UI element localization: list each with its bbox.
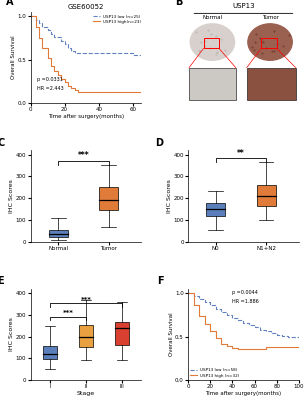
Text: **: ** <box>237 149 245 158</box>
FancyBboxPatch shape <box>247 68 296 100</box>
Bar <box>43 346 57 359</box>
Bar <box>99 187 118 210</box>
X-axis label: Stage: Stage <box>77 390 95 396</box>
Text: p =0.0044: p =0.0044 <box>232 290 258 295</box>
Text: HR =1.886: HR =1.886 <box>232 300 259 304</box>
Bar <box>79 325 93 347</box>
Text: p =0.0331: p =0.0331 <box>37 77 63 82</box>
Text: B: B <box>175 0 182 7</box>
FancyBboxPatch shape <box>189 68 236 100</box>
Text: D: D <box>155 138 163 148</box>
Text: HR =2.443: HR =2.443 <box>37 86 64 91</box>
Bar <box>115 322 128 345</box>
Text: USP13: USP13 <box>232 3 255 9</box>
Y-axis label: IHC Scores: IHC Scores <box>9 318 14 351</box>
Legend: USP13 low (n=25), USP13 high(n=23): USP13 low (n=25), USP13 high(n=23) <box>93 14 142 24</box>
X-axis label: Time after surgery(months): Time after surgery(months) <box>48 114 124 119</box>
Circle shape <box>190 24 235 60</box>
Bar <box>206 203 225 216</box>
Text: ***: *** <box>77 152 89 160</box>
Text: ***: *** <box>63 310 74 316</box>
Circle shape <box>248 24 292 60</box>
Title: GSE60052: GSE60052 <box>68 4 104 10</box>
Text: C: C <box>0 138 5 148</box>
Text: ***: *** <box>81 297 92 303</box>
X-axis label: Time after surgery(months): Time after surgery(months) <box>205 390 282 396</box>
Text: Tumor: Tumor <box>262 15 278 20</box>
Y-axis label: Overall Survival: Overall Survival <box>169 313 174 356</box>
Text: F: F <box>157 276 163 286</box>
Y-axis label: Overall Survival: Overall Survival <box>11 36 16 79</box>
Y-axis label: IHC Scores: IHC Scores <box>167 179 172 213</box>
Y-axis label: IHC Scores: IHC Scores <box>9 179 14 213</box>
Text: E: E <box>0 276 4 286</box>
Bar <box>257 185 276 206</box>
Text: Normal: Normal <box>202 15 222 20</box>
Legend: USP13 low (n=58), USP13 high (n=32): USP13 low (n=58), USP13 high (n=32) <box>190 368 240 378</box>
Bar <box>49 230 68 237</box>
Text: A: A <box>6 0 14 7</box>
